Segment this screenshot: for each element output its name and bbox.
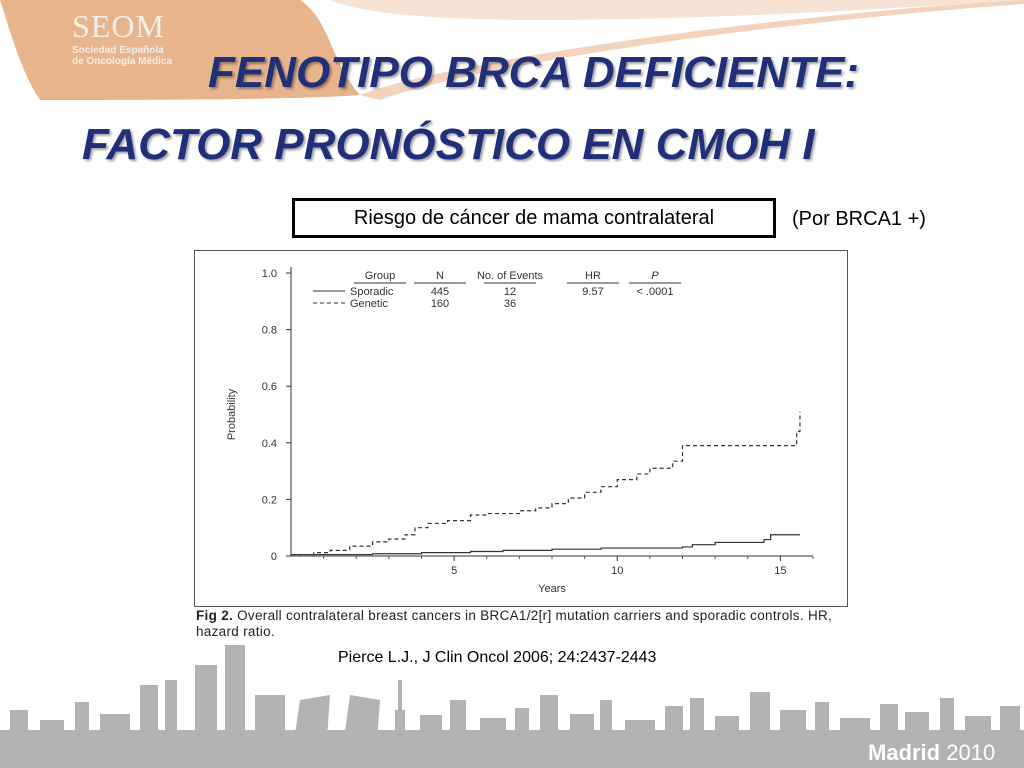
legend-header: Group [365,270,396,282]
legend-cell: 9.57 [582,286,603,298]
y-tick-label: 0.4 [262,438,277,450]
legend-header: No. of Events [477,270,544,282]
y-tick-label: 0.2 [262,494,277,506]
y-tick-label: 0.6 [262,381,277,393]
legend-cell: Genetic [350,298,388,310]
legend-header: P [651,270,659,282]
y-tick-label: 0 [271,551,277,563]
series-line-sporadic [291,534,800,556]
y-tick-label: 1.0 [262,268,277,280]
slide-title-line-2: FACTOR PRONÓSTICO EN CMOH I [82,120,815,169]
slide-title-line-1: FENOTIPO BRCA DEFICIENTE: [208,48,860,97]
legend-cell: 36 [504,298,516,310]
caption-fig-label: Fig 2. [196,608,234,623]
risk-label-box: Riesgo de cáncer de mama contralateral [292,198,776,238]
legend-cell: 12 [504,286,516,298]
logo: SEOM Sociedad Española de Oncología Médi… [72,8,172,67]
risk-note: (Por BRCA1 +) [792,208,926,230]
x-tick-label: 15 [774,565,786,577]
event-city: Madrid [868,740,941,765]
legend-cell: < .0001 [636,286,673,298]
reference: Pierce L.J., J Clin Oncol 2006; 24:2437-… [338,649,657,666]
x-tick-label: 5 [451,565,457,577]
figure-panel: Group N No. of Events HR P Sporadic 445 12 9.57 <… [194,250,848,607]
logo-band [0,0,1024,100]
legend-cell: 160 [431,298,449,310]
x-tick-label: 10 [611,565,623,577]
legend-cell: 445 [431,286,449,298]
x-axis-label: Years [538,583,566,595]
legend-header: N [436,270,444,282]
figure-caption: Fig 2. Overall contralateral breast canc… [196,608,856,640]
series-line-genetic [291,411,801,556]
legend-header: HR [585,270,601,282]
logo-line-1: Sociedad Española [72,45,164,56]
y-tick-label: 0.8 [262,325,277,337]
y-axis-label: Probability [226,388,238,440]
logo-name: SEOM [72,8,165,44]
legend-cell: Sporadic [350,286,394,298]
logo-line-2: de Oncología Médica [72,56,173,67]
caption-text: Overall contralateral breast cancers in … [196,608,833,639]
kaplan-meier-chart: Group N No. of Events HR P Sporadic 445 12 9.57 <… [226,267,814,595]
event-year: 2010 [946,740,996,765]
skyline-graphic [0,645,1024,768]
event-label: Madrid 2010 [868,740,995,766]
